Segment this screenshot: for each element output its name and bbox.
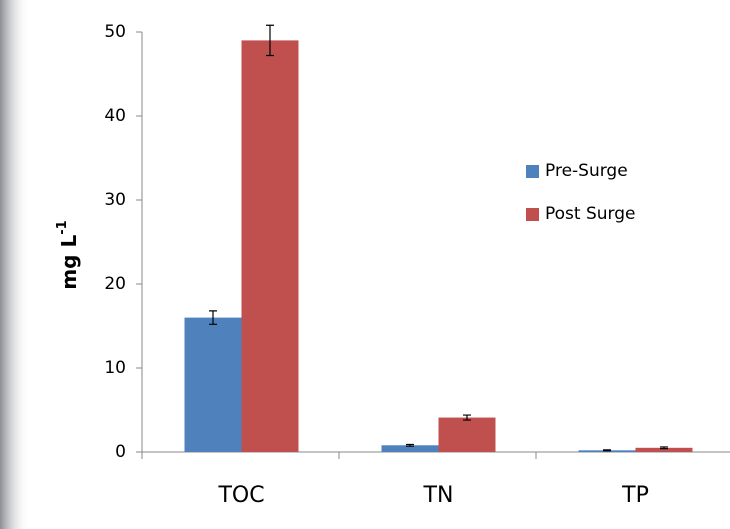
error-bar [660,446,668,450]
bar [381,445,439,452]
legend-label: Pre-Surge [545,161,628,181]
error-bar [463,414,471,421]
y-tick-label: 20 [104,274,126,294]
bar [184,317,242,452]
error-bar [406,443,414,447]
x-tick-label: TP [621,483,649,508]
y-tick-label: 0 [115,442,126,462]
y-tick-label: 40 [104,106,126,126]
y-tick-label: 10 [104,358,126,378]
photo-edge [0,0,30,529]
legend-swatch [526,208,539,221]
error-bar [209,310,217,325]
x-tick-label: TOC [217,483,264,508]
y-label-text: mg L [57,235,81,290]
y-tick-label: 50 [104,22,126,42]
y-axis-label: mg L-1 [55,220,81,289]
legend-swatch [526,165,539,178]
error-bar [266,24,274,57]
bar [635,447,693,452]
bar [438,417,496,452]
x-tick-label: TN [423,483,454,508]
bar [241,40,299,453]
error-bar [603,449,611,452]
y-tick-label: 30 [104,190,126,210]
y-label-superscript: -1 [55,220,70,234]
legend-label: Post Surge [545,204,635,224]
